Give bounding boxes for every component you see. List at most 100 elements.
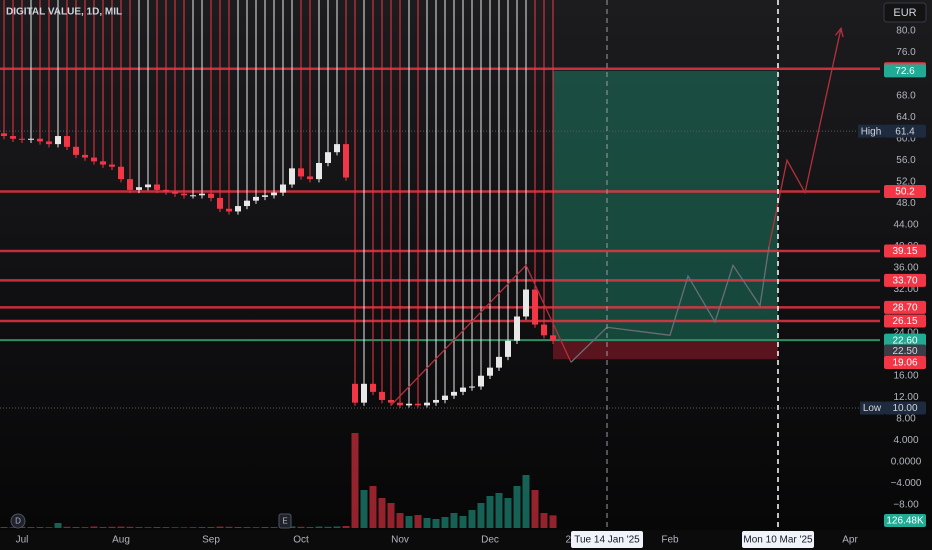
candle-body <box>154 184 160 190</box>
candle-body <box>325 152 331 163</box>
entry-tag: 22.60 <box>892 335 917 346</box>
low-name-box <box>860 401 884 415</box>
candle-body <box>451 391 457 396</box>
candle-body <box>136 187 142 190</box>
level-tag-box <box>884 185 926 199</box>
volume-bar <box>315 526 323 528</box>
volume-bar <box>477 503 485 528</box>
candle-body <box>235 206 241 212</box>
volume-bar <box>423 518 431 528</box>
candle-body <box>28 138 34 140</box>
last-price-tag-box <box>884 344 926 358</box>
candle-body <box>361 383 367 403</box>
candle-body <box>217 197 223 209</box>
volume-bar <box>36 527 44 528</box>
arrow-head <box>834 26 844 38</box>
volume-bar <box>108 526 116 528</box>
chart-title: DIGITAL VALUE, 1D, MIL <box>6 7 122 18</box>
volume-tag-box <box>884 514 926 527</box>
candle-body <box>19 138 25 140</box>
candle-body <box>397 402 403 406</box>
candle-body <box>37 138 43 142</box>
volume-bar <box>144 527 152 528</box>
volume-bar <box>414 515 422 528</box>
x-tick-label: Sep <box>202 535 220 546</box>
candle-body <box>424 402 430 406</box>
volume-bar <box>171 527 179 528</box>
candle-body <box>415 403 421 406</box>
y-tick-label: 0.0000 <box>891 457 922 468</box>
stop-tag: 19.06 <box>892 358 917 369</box>
volume-bar <box>135 527 143 528</box>
y-tick-label: 48.0 <box>896 198 916 209</box>
volume-bar <box>459 516 467 528</box>
candle-body <box>487 367 493 376</box>
volume-bar <box>189 527 197 528</box>
candle-body <box>514 316 520 341</box>
candle-body <box>100 161 106 165</box>
volume-bar <box>549 515 557 528</box>
volume-bar <box>468 510 476 528</box>
x-tick-label: Dec <box>481 535 499 546</box>
candle-body <box>442 395 448 400</box>
projection-line <box>768 28 842 247</box>
candle-body <box>298 168 304 177</box>
volume-bar <box>225 526 233 528</box>
volume-bar <box>243 527 251 528</box>
volume-bar <box>531 490 539 528</box>
y-tick-label: −4.000 <box>891 478 922 489</box>
stop-zone <box>553 340 778 360</box>
candle-body <box>541 324 547 336</box>
y-tick-label: 4.000 <box>893 435 918 446</box>
candle-body <box>145 184 151 188</box>
candle-body <box>460 387 466 392</box>
volume-bar <box>81 527 89 528</box>
high-name-box <box>858 124 884 138</box>
y-tick-label: 60.0 <box>896 133 916 144</box>
candle-body <box>73 146 79 155</box>
volume-bar <box>207 527 215 528</box>
stop-tag-box <box>884 355 926 369</box>
candle-body <box>118 166 124 180</box>
candle-body <box>262 195 268 197</box>
volume-bar <box>495 493 503 528</box>
volume-bar <box>234 527 242 528</box>
candle-body <box>388 399 394 403</box>
currency[interactable]: EUR <box>893 7 916 19</box>
x-tick-label: Oct <box>293 535 309 546</box>
y-tick-label: 12.00 <box>893 392 918 403</box>
date-box <box>571 531 643 548</box>
volume-bar <box>162 527 170 528</box>
level-tag: 26.15 <box>892 316 917 327</box>
volume-bar <box>45 527 53 528</box>
y-tick-label: 44.00 <box>893 220 918 231</box>
candle-body <box>208 193 214 198</box>
candle-body <box>55 136 61 145</box>
time-axis <box>0 530 932 550</box>
y-tick-label: 80.0 <box>896 26 916 37</box>
candle-body <box>226 208 232 212</box>
currency-box[interactable] <box>883 2 927 23</box>
high-name: High <box>861 126 882 137</box>
candle-body <box>343 144 349 178</box>
volume-bar <box>405 516 413 528</box>
y-tick-label: 16.00 <box>893 370 918 381</box>
volume-bar <box>378 498 386 528</box>
candle-body <box>406 403 412 406</box>
target-tag: 72.6 <box>895 66 915 77</box>
volume-bar <box>432 519 440 528</box>
level-tag-box <box>884 273 926 287</box>
volume-bar <box>72 527 80 528</box>
last-price-tag: 22.50 <box>892 346 917 357</box>
level-tag: 33.70 <box>892 276 917 287</box>
y-tick-label: 64.0 <box>896 112 916 123</box>
volume-bar <box>396 513 404 528</box>
level-tag-box <box>884 300 926 314</box>
candle-body <box>469 386 475 388</box>
volume-bar <box>63 526 71 528</box>
projection-line <box>390 264 572 406</box>
y-tick-label: 36.00 <box>893 263 918 274</box>
volume-bar <box>180 527 188 528</box>
volume-bar <box>360 490 368 528</box>
